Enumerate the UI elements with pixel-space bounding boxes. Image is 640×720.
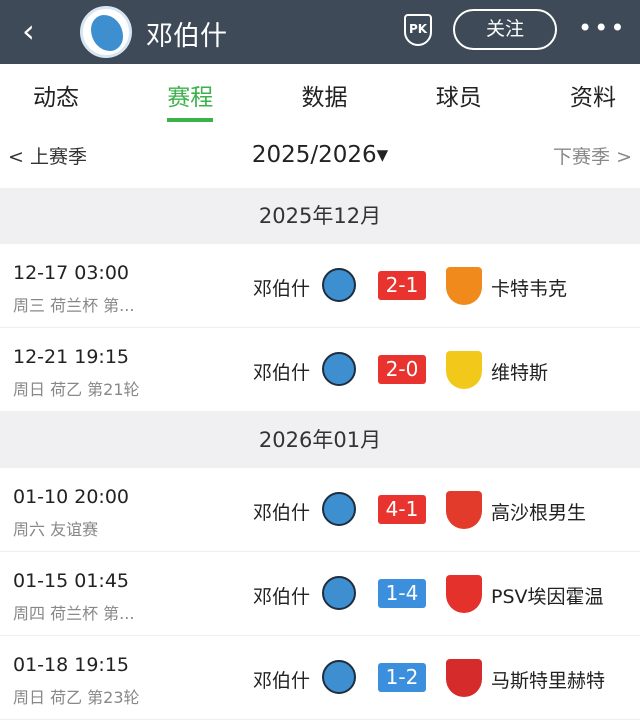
match-row[interactable]: 01-10 20:00 周六 友谊赛 邓伯什 4-1 高沙根男生: [0, 468, 640, 552]
away-team-badge-icon: [446, 491, 482, 529]
away-team-badge-icon: [446, 659, 482, 697]
match-score: 2-0: [378, 355, 426, 384]
tab-dynamics[interactable]: 动态: [33, 85, 79, 111]
season-selector: < 上赛季 2025/2026▾ 下赛季 >: [0, 122, 640, 188]
month-header: 2025年12月: [0, 188, 640, 244]
match-info: 周六 友谊赛: [13, 520, 99, 539]
month-header: 2026年01月: [0, 412, 640, 468]
home-team-badge-icon: [322, 492, 356, 526]
match-time: 01-10 20:00: [13, 486, 130, 508]
match-score: 1-2: [378, 663, 426, 692]
match-score: 4-1: [378, 495, 426, 524]
tab-bar: 动态 赛程 数据 球员 资料: [0, 64, 640, 122]
next-season-button[interactable]: 下赛季 >: [553, 145, 632, 168]
team-logo: [80, 6, 132, 58]
away-team: 卡特韦克: [491, 278, 568, 300]
home-team: 邓伯什: [252, 586, 310, 608]
match-row[interactable]: 01-15 01:45 周四 荷兰杯 第... 邓伯什 1-4 PSV埃因霍温: [0, 552, 640, 636]
away-team: 高沙根男生: [491, 502, 587, 524]
away-team: 维特斯: [491, 362, 549, 384]
match-row[interactable]: 01-18 19:15 周日 荷乙 第23轮 邓伯什 1-2 马斯特里赫特: [0, 636, 640, 720]
away-team-badge-icon: [446, 351, 482, 389]
tab-schedule[interactable]: 赛程: [167, 64, 214, 122]
match-time: 01-15 01:45: [13, 570, 130, 592]
home-team: 邓伯什: [252, 670, 310, 692]
match-row[interactable]: 12-17 03:00 周三 荷兰杯 第... 邓伯什 2-1 卡特韦克: [0, 244, 640, 328]
tab-stats[interactable]: 数据: [301, 85, 348, 111]
match-info: 周四 荷兰杯 第...: [13, 604, 135, 623]
match-info: 周日 荷乙 第23轮: [13, 688, 140, 707]
prev-season-button[interactable]: < 上赛季: [8, 145, 87, 168]
tab-players[interactable]: 球员: [435, 85, 482, 111]
home-team-badge-icon: [322, 352, 356, 386]
away-team-badge-icon: [446, 267, 482, 305]
match-info: 周日 荷乙 第21轮: [13, 380, 140, 399]
home-team: 邓伯什: [252, 502, 310, 524]
follow-button[interactable]: 关注: [453, 9, 557, 50]
match-time: 12-21 19:15: [13, 346, 130, 368]
season-dropdown[interactable]: 2025/2026▾: [251, 142, 389, 168]
top-bar: ‹ 邓伯什 PK 关注 •••: [0, 0, 640, 64]
match-time: 01-18 19:15: [13, 654, 130, 676]
home-team: 邓伯什: [252, 362, 310, 384]
match-list: 2025年12月 12-17 03:00 周三 荷兰杯 第... 邓伯什 2-1…: [0, 188, 640, 720]
match-score: 1-4: [378, 579, 426, 608]
away-team: 马斯特里赫特: [491, 670, 606, 692]
tab-info[interactable]: 资料: [570, 85, 616, 111]
team-title: 邓伯什: [146, 21, 227, 52]
match-score: 2-1: [378, 271, 426, 300]
home-team-badge-icon: [322, 660, 356, 694]
more-icon[interactable]: •••: [578, 14, 627, 42]
away-team-badge-icon: [446, 575, 482, 613]
home-team: 邓伯什: [252, 278, 310, 300]
home-team-badge-icon: [322, 268, 356, 302]
away-team: PSV埃因霍温: [491, 586, 604, 608]
pk-icon[interactable]: PK: [404, 14, 432, 46]
home-team-badge-icon: [322, 576, 356, 610]
match-info: 周三 荷兰杯 第...: [13, 296, 135, 315]
back-icon[interactable]: ‹: [22, 12, 35, 50]
match-time: 12-17 03:00: [13, 262, 130, 284]
match-row[interactable]: 12-21 19:15 周日 荷乙 第21轮 邓伯什 2-0 维特斯: [0, 328, 640, 412]
